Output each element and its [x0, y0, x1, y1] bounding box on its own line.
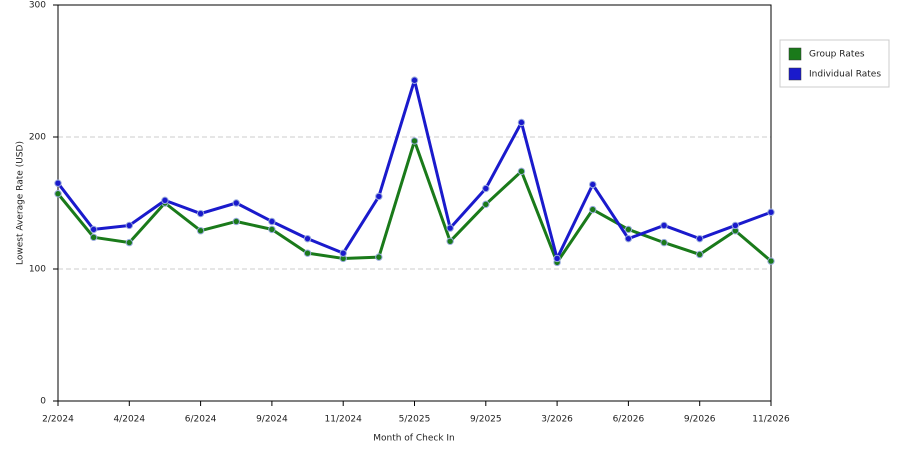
legend-swatch — [788, 47, 802, 61]
point — [696, 234, 704, 243]
point — [624, 225, 633, 234]
point — [54, 179, 62, 187]
point — [767, 208, 775, 216]
x-tick-label: 9/2024 — [256, 415, 288, 425]
x-tick-label: 3/2026 — [541, 415, 573, 425]
point — [161, 196, 169, 205]
x-tick-label: 11/2024 — [325, 415, 363, 425]
x-tick-label: 9/2026 — [684, 415, 716, 425]
y-tick-label: 100 — [29, 265, 46, 275]
x-tick-label: 6/2024 — [185, 415, 217, 425]
point — [589, 205, 597, 214]
y-tick-label: 300 — [29, 1, 46, 11]
series-line — [56, 78, 772, 260]
point — [731, 221, 740, 230]
point — [125, 238, 134, 247]
point — [54, 190, 62, 198]
point — [196, 227, 205, 235]
x-tick-label: 6/2026 — [613, 415, 645, 425]
point — [232, 217, 240, 226]
point — [589, 180, 597, 189]
point — [125, 221, 134, 230]
point — [482, 184, 490, 193]
point — [196, 209, 205, 218]
point — [660, 238, 668, 247]
point — [339, 249, 347, 257]
point — [410, 137, 419, 145]
point — [89, 225, 98, 234]
point — [232, 199, 240, 207]
x-tick-label: 11/2026 — [752, 415, 790, 425]
y-axis-label: Lowest Average Rate (USD) — [16, 141, 26, 265]
point — [375, 192, 383, 201]
point — [482, 200, 490, 209]
x-tick-label: 5/2025 — [399, 415, 431, 425]
legend-label: Individual Rates — [809, 70, 881, 80]
point — [303, 249, 312, 257]
point — [268, 225, 276, 234]
x-tick-label: 2/2024 — [42, 415, 74, 425]
point — [660, 221, 668, 230]
point — [446, 237, 454, 245]
point — [517, 118, 526, 127]
point — [375, 253, 383, 261]
point — [767, 257, 775, 265]
point — [624, 234, 633, 243]
point — [268, 217, 276, 226]
point — [410, 76, 419, 84]
x-axis-label: Month of Check In — [373, 434, 455, 444]
point — [517, 167, 526, 176]
point — [696, 250, 704, 259]
x-tick-label: 9/2025 — [470, 415, 502, 425]
point — [303, 234, 312, 243]
x-tick-label: 4/2024 — [113, 415, 145, 425]
point — [553, 254, 561, 263]
point — [89, 233, 98, 242]
legend-label: Group Rates — [809, 50, 865, 60]
point — [446, 224, 454, 232]
y-tick-label: 200 — [29, 133, 46, 143]
legend-swatch — [788, 67, 802, 81]
y-tick-label: 0 — [40, 397, 46, 407]
